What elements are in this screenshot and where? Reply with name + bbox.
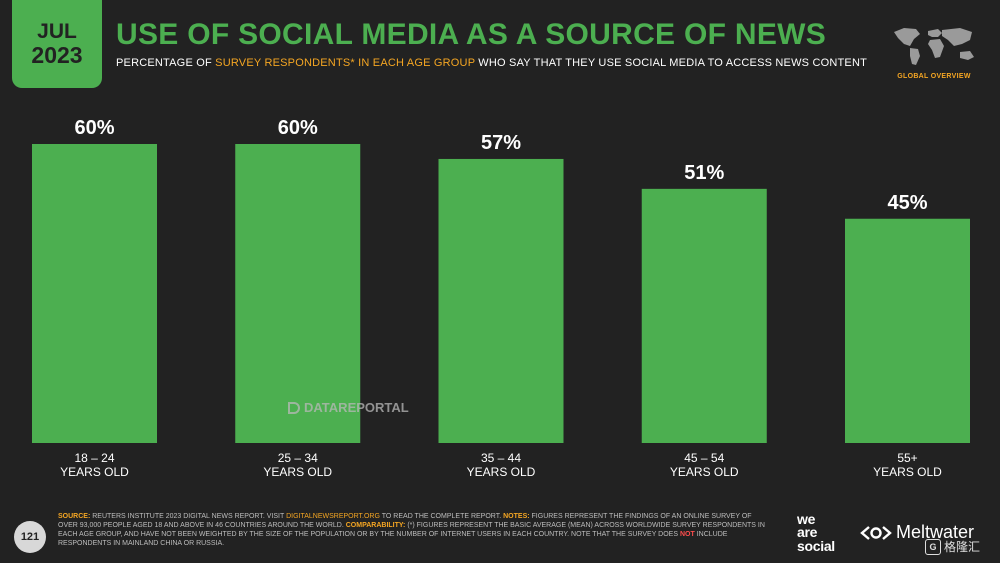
gelonghui-wordmark: 格隆汇 xyxy=(944,540,981,554)
category-sublabel: YEARS OLD xyxy=(873,465,942,479)
category-sublabel: YEARS OLD xyxy=(60,465,129,479)
subtitle-suffix: WHO SAY THAT THEY USE SOCIAL MEDIA TO AC… xyxy=(475,57,868,69)
bar xyxy=(235,144,361,443)
meltwater-wordmark: Meltwater xyxy=(896,522,975,542)
bar xyxy=(845,218,970,443)
notes-label: NOTES: xyxy=(503,513,530,520)
category-sublabel: YEARS OLD xyxy=(263,465,332,479)
watermark-text: DATAREPORTAL xyxy=(304,400,409,415)
source-footnote: SOURCE: REUTERS INSTITUTE 2023 DIGITAL N… xyxy=(58,512,770,548)
gelonghui-logo: G 格隆汇 xyxy=(925,538,980,555)
subtitle-prefix: PERCENTAGE OF xyxy=(116,57,216,69)
bar xyxy=(641,188,767,443)
category-label: 45 – 54 xyxy=(684,451,724,465)
data-label: 45% xyxy=(887,192,927,214)
subtitle-highlight: SURVEY RESPONDENTS* IN EACH AGE GROUP xyxy=(215,57,476,69)
category-sublabel: YEARS OLD xyxy=(670,465,739,479)
world-map-icon xyxy=(894,28,974,65)
data-label: 57% xyxy=(481,132,521,154)
comparability-label: COMPARABILITY: xyxy=(345,522,406,530)
we-are-social-logo: we are social xyxy=(797,511,835,554)
category-sublabel: YEARS OLD xyxy=(467,465,536,479)
date-badge: JUL 2023 xyxy=(12,0,102,88)
comparability-tail: INCLUDE RESPONDENTS IN MAINLAND CHINA OR… xyxy=(58,531,728,548)
gelonghui-mark: G xyxy=(925,538,941,555)
datareportal-icon xyxy=(288,401,300,414)
category-label: 35 – 44 xyxy=(481,451,521,465)
logo-line-are: are xyxy=(797,524,818,541)
page-title: USE OF SOCIAL MEDIA AS A SOURCE OF NEWS xyxy=(116,18,827,51)
page-number: 121 xyxy=(14,521,46,553)
logo-line-social: social xyxy=(797,537,835,554)
source-link[interactable]: DIGITALNEWSREPORT.ORG xyxy=(286,513,380,520)
bar xyxy=(32,144,157,443)
data-label: 51% xyxy=(684,162,724,184)
logo-line-we: we xyxy=(797,511,816,527)
comparability-text: (*) FIGURES REPRESENT THE BASIC AVERAGE … xyxy=(58,522,765,539)
not-emphasis: NOT xyxy=(679,531,695,539)
global-overview-label: GLOBAL OVERVIEW xyxy=(897,73,971,80)
source-label: SOURCE: xyxy=(58,513,91,520)
data-label: 60% xyxy=(278,117,318,139)
meltwater-logo: Meltwater xyxy=(860,522,974,543)
data-label: 60% xyxy=(74,117,114,139)
notes-text: FIGURES REPRESENT THE FINDINGS OF AN ONL… xyxy=(58,513,752,530)
category-label: 18 – 24 xyxy=(74,451,114,465)
category-label: 25 – 34 xyxy=(278,451,318,465)
page-subtitle: PERCENTAGE OF SURVEY RESPONDENTS* IN EAC… xyxy=(116,57,867,69)
datareportal-watermark: DATAREPORTAL xyxy=(287,400,409,415)
meltwater-icon xyxy=(860,525,892,540)
source-text: REUTERS INSTITUTE 2023 DIGITAL NEWS REPO… xyxy=(90,513,287,520)
source-tail: TO READ THE COMPLETE REPORT. xyxy=(379,513,504,520)
date-year: 2023 xyxy=(31,41,83,68)
bar xyxy=(438,158,564,443)
category-label: 55+ xyxy=(897,451,917,465)
date-month: JUL xyxy=(37,19,77,43)
